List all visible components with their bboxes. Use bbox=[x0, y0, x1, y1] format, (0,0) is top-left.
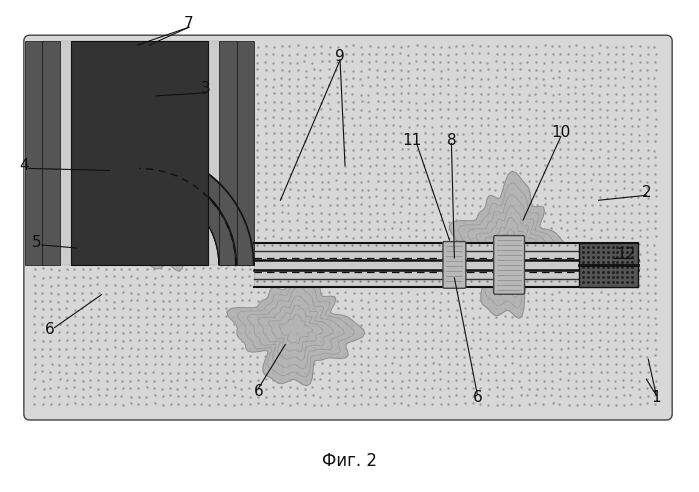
Bar bbox=[579, 243, 638, 287]
Text: 4: 4 bbox=[19, 158, 29, 173]
Text: 6: 6 bbox=[45, 322, 55, 337]
Polygon shape bbox=[139, 151, 254, 265]
FancyBboxPatch shape bbox=[443, 242, 466, 288]
FancyBboxPatch shape bbox=[493, 236, 524, 294]
Text: 2: 2 bbox=[642, 185, 651, 200]
Polygon shape bbox=[139, 167, 237, 265]
Text: 6: 6 bbox=[254, 384, 264, 399]
Polygon shape bbox=[109, 144, 230, 271]
Bar bbox=[236, 41, 254, 265]
Text: 8: 8 bbox=[447, 133, 456, 148]
Text: 12: 12 bbox=[617, 247, 636, 262]
Polygon shape bbox=[139, 151, 254, 265]
Text: Фиг. 2: Фиг. 2 bbox=[322, 452, 377, 470]
Text: 1: 1 bbox=[651, 390, 661, 404]
Text: 9: 9 bbox=[336, 49, 345, 63]
Text: 7: 7 bbox=[184, 16, 194, 31]
Bar bbox=[219, 41, 237, 265]
Bar bbox=[254, 243, 638, 287]
Text: 10: 10 bbox=[552, 125, 570, 140]
Polygon shape bbox=[227, 268, 365, 386]
Bar bbox=[25, 41, 43, 265]
Text: 3: 3 bbox=[201, 81, 210, 96]
Bar bbox=[71, 41, 208, 265]
Text: 6: 6 bbox=[473, 390, 482, 404]
Bar bbox=[42, 41, 59, 265]
Polygon shape bbox=[449, 171, 570, 318]
Text: 5: 5 bbox=[32, 235, 41, 249]
Text: 11: 11 bbox=[402, 133, 421, 148]
Bar bbox=[43, 41, 236, 265]
FancyBboxPatch shape bbox=[24, 35, 672, 420]
Polygon shape bbox=[139, 196, 208, 265]
